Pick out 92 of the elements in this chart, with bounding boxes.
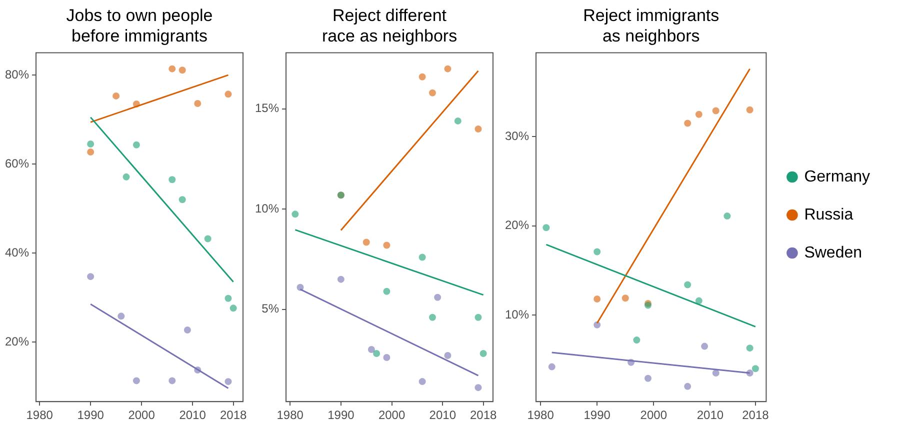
- point: [454, 117, 462, 124]
- point: [684, 120, 692, 127]
- point: [230, 304, 237, 312]
- x-tick-label: 2000: [378, 408, 406, 422]
- point: [224, 294, 232, 302]
- point: [362, 238, 370, 246]
- point: [594, 296, 601, 303]
- point: [428, 314, 436, 321]
- point: [383, 242, 390, 249]
- point: [373, 350, 380, 357]
- x-tick-label: 2010: [179, 408, 206, 422]
- x-tick-label: 1990: [584, 408, 611, 422]
- point: [87, 148, 94, 156]
- point: [224, 90, 232, 98]
- y-tick-label: 10%: [504, 307, 530, 322]
- point: [383, 354, 390, 361]
- point: [87, 273, 94, 280]
- point: [474, 125, 482, 132]
- x-tick-label: 2018: [220, 408, 247, 422]
- point: [701, 342, 708, 350]
- point: [224, 378, 232, 386]
- point: [418, 254, 426, 261]
- x-tick-label: 2010: [696, 408, 724, 422]
- point: [178, 66, 186, 74]
- point: [594, 248, 601, 256]
- point: [168, 377, 176, 384]
- point: [684, 382, 692, 390]
- point: [194, 100, 202, 108]
- point: [418, 378, 426, 386]
- point: [418, 73, 426, 80]
- point: [184, 326, 191, 334]
- point: [622, 294, 629, 302]
- point: [444, 352, 452, 359]
- point: [480, 350, 487, 357]
- point: [122, 173, 130, 180]
- x-tick-label: 2018: [742, 408, 770, 422]
- point: [428, 89, 436, 96]
- point: [542, 224, 550, 232]
- point: [337, 276, 344, 283]
- point: [594, 321, 601, 328]
- point: [444, 65, 452, 72]
- point: [132, 377, 140, 384]
- point: [548, 363, 556, 370]
- x-tick-label: 1990: [77, 408, 104, 422]
- point: [633, 336, 640, 344]
- x-tick-label: 1990: [328, 408, 355, 422]
- point: [368, 346, 375, 353]
- chart-title: Jobs to own people before immigrants: [66, 6, 213, 46]
- x-tick-label: 1980: [527, 408, 554, 422]
- point: [168, 65, 176, 72]
- point: [112, 92, 120, 100]
- chart-title: Reject different race as neighbors: [322, 6, 458, 46]
- point: [746, 344, 754, 352]
- x-tick-label: 2018: [470, 408, 497, 422]
- chart-title: Reject immigrants as neighbors: [583, 6, 720, 46]
- point: [712, 370, 720, 377]
- point: [474, 314, 482, 321]
- y-tick-label: 20%: [504, 218, 530, 232]
- x-tick-label: 2000: [640, 408, 668, 422]
- y-tick-label: 5%: [262, 302, 280, 316]
- x-tick-label: 1980: [26, 408, 54, 422]
- point: [434, 294, 442, 301]
- point: [746, 106, 754, 114]
- y-tick-label: 40%: [4, 245, 30, 260]
- point: [168, 176, 176, 184]
- x-tick-label: 2000: [128, 408, 156, 422]
- y-tick-label: 30%: [504, 128, 530, 143]
- point: [695, 297, 702, 304]
- point: [204, 235, 212, 242]
- x-tick-label: 1980: [276, 408, 304, 422]
- y-tick-label: 15%: [254, 101, 280, 116]
- x-tick-label: 2010: [429, 408, 456, 422]
- point: [132, 141, 140, 148]
- legend-label: Sweden: [804, 244, 862, 262]
- y-tick-label: 10%: [254, 201, 280, 216]
- point: [87, 140, 94, 148]
- point: [724, 212, 731, 220]
- legend-label: Russia: [804, 206, 854, 224]
- point: [752, 365, 759, 372]
- point: [118, 312, 125, 320]
- y-tick-label: 80%: [4, 67, 30, 82]
- y-tick-label: 60%: [4, 156, 30, 170]
- point: [292, 210, 299, 218]
- y-tick-label: 20%: [4, 334, 30, 348]
- point: [383, 288, 390, 295]
- point: [684, 281, 692, 288]
- point: [178, 196, 186, 204]
- point: [712, 107, 720, 114]
- legend-label: Germany: [804, 168, 870, 186]
- point: [644, 374, 652, 382]
- point: [474, 384, 482, 392]
- point: [695, 110, 702, 118]
